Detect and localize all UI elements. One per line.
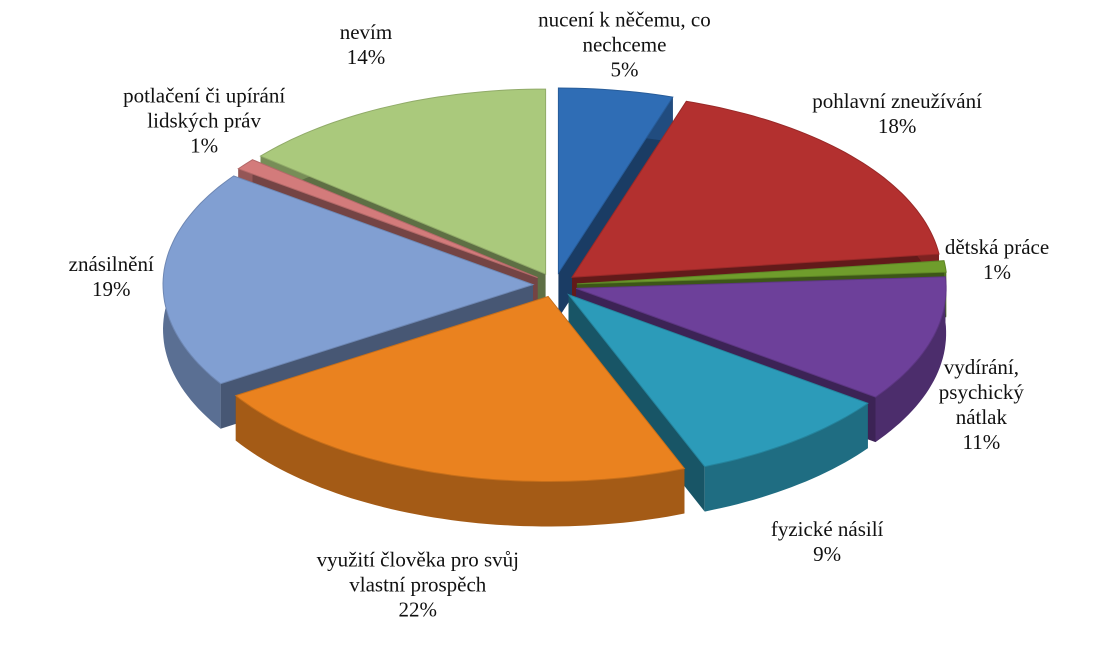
category-label: vydírání, psychický nátlak [938, 354, 1024, 429]
percent-label: 18% [877, 114, 917, 138]
category-label: znásilnění [68, 251, 154, 276]
slice-label: vydírání, psychický nátlak 11% [913, 355, 1050, 455]
slice [567, 293, 869, 468]
slice-wall [704, 403, 868, 512]
percent-label: 5% [610, 57, 639, 82]
percent-label: 22% [398, 597, 438, 622]
slice-label: potlačení či upírání lidských práv 1% [99, 83, 309, 158]
category-label: nevím [339, 20, 393, 44]
slice [575, 276, 947, 398]
percent-label: 9% [813, 541, 842, 566]
slice-label: znásilnění 19% [69, 252, 154, 302]
slice-label: pohlavní zneužívání 18% [812, 89, 982, 139]
category-label: pohlavní zneužívání [812, 89, 982, 113]
category-label: využití člověka pro svůj vlastní prospěc… [316, 547, 519, 597]
slice [162, 175, 535, 385]
slice [557, 87, 674, 275]
percent-label: 19% [91, 276, 131, 301]
slice [234, 295, 686, 482]
slice-label: dětská práce 1% [945, 235, 1049, 285]
slice [571, 100, 940, 278]
percent-label: 11% [962, 429, 1001, 454]
percent-label: 1% [983, 259, 1012, 284]
slice-label: fyzické násilí 9% [771, 517, 884, 567]
slice-label: nevím 14% [340, 20, 393, 70]
slice-wall [875, 276, 947, 443]
slice [259, 88, 547, 275]
slice [576, 260, 947, 285]
slice [237, 159, 538, 279]
slice-label: využití člověka pro svůj vlastní prospěc… [313, 548, 523, 623]
category-label: fyzické násilí [770, 516, 884, 541]
slice-label: nucení k něčemu, co nechceme 5% [519, 8, 729, 83]
percent-label: 14% [346, 45, 386, 69]
slice-wall [235, 395, 685, 527]
category-label: potlačení či upírání lidských práv [123, 83, 286, 133]
category-label: nucení k něčemu, co nechceme [538, 7, 711, 57]
category-label: dětská práce [944, 234, 1050, 259]
percent-label: 1% [190, 133, 219, 158]
